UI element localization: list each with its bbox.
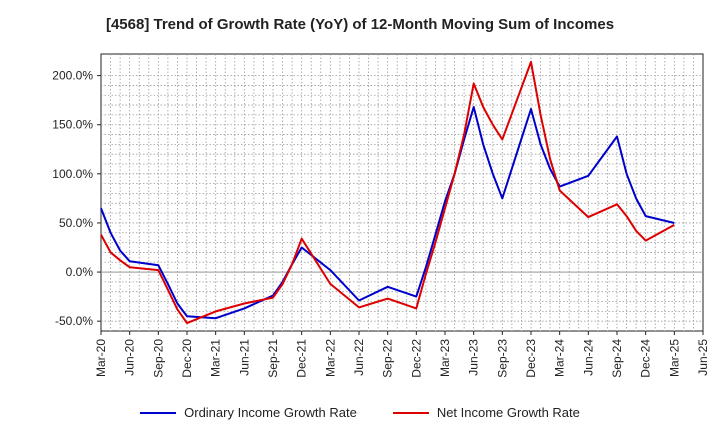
legend-swatch-net [392, 411, 429, 414]
x-tick-label: Mar-25 [667, 339, 681, 377]
x-tick-label: Sep-21 [266, 339, 280, 378]
y-tick-label: 100.0% [52, 167, 93, 181]
y-tick-label: -50.0% [55, 314, 93, 328]
x-tick-label: Dec-23 [524, 339, 538, 378]
x-tick-label: Jun-21 [237, 339, 251, 376]
x-tick-label: Dec-20 [180, 339, 194, 378]
x-tick-label: Mar-24 [553, 339, 567, 377]
legend-swatch-ordinary [140, 411, 177, 414]
y-tick-label: 50.0% [59, 216, 93, 230]
x-tick-label: Mar-23 [438, 339, 452, 377]
chart-title: [4568] Trend of Growth Rate (YoY) of 12-… [105, 16, 615, 33]
series-line-net-income [100, 60, 675, 325]
x-tick-label: Mar-22 [323, 339, 337, 377]
legend-label-ordinary: Ordinary Income Growth Rate [184, 405, 357, 420]
x-tick-label: Jun-24 [581, 339, 595, 376]
x-tick-label: Jun-25 [696, 339, 710, 376]
y-tick-label: 0.0% [66, 265, 94, 279]
legend: Ordinary Income Growth Rate Net Income G… [0, 405, 720, 420]
legend-item-net: Net Income Growth Rate [392, 405, 580, 420]
x-tick-label: Mar-21 [209, 339, 223, 377]
plot-area [100, 53, 704, 332]
x-tick-label: Sep-24 [610, 339, 624, 378]
x-tick-label: Dec-24 [639, 339, 653, 378]
legend-label-net: Net Income Growth Rate [436, 405, 580, 420]
x-tick-label: Dec-21 [295, 339, 309, 378]
x-tick-label: Jun-22 [352, 339, 366, 376]
x-tick-label: Sep-20 [151, 339, 165, 378]
x-tick-label: Jun-23 [467, 339, 481, 376]
x-tick-label: Jun-20 [123, 339, 137, 376]
y-tick-label: 150.0% [52, 118, 93, 132]
x-tick-label: Dec-22 [409, 339, 423, 378]
series-line-ordinary-income [100, 106, 675, 320]
x-tick-label: Mar-20 [94, 339, 108, 377]
y-tick-label: 200.0% [52, 69, 93, 83]
legend-item-ordinary: Ordinary Income Growth Rate [140, 405, 357, 420]
x-tick-label: Sep-23 [495, 339, 509, 378]
x-tick-label: Sep-22 [381, 339, 395, 378]
